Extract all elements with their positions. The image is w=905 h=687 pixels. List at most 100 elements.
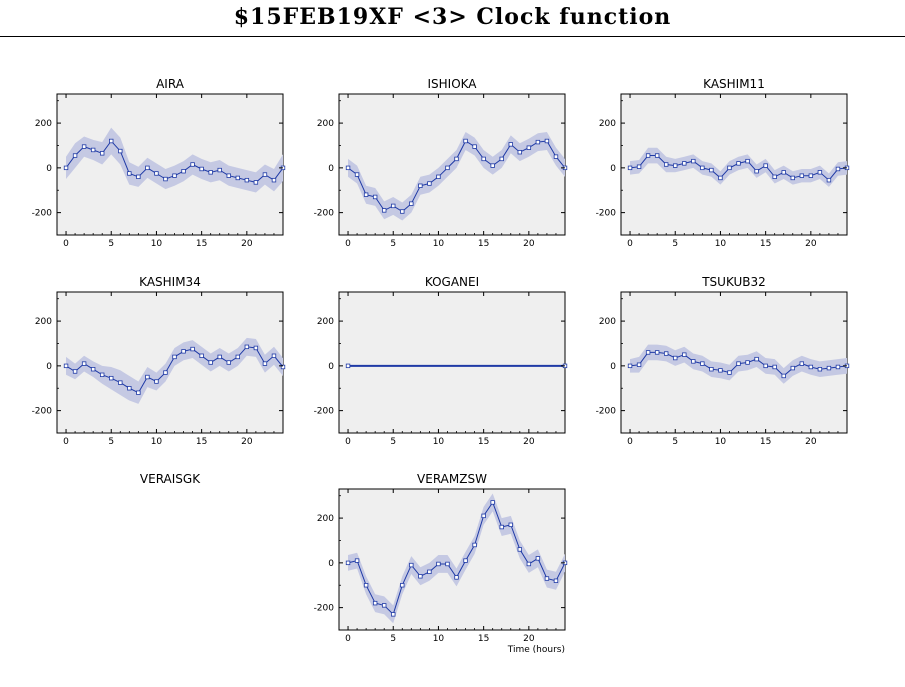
data-point [127, 386, 132, 391]
data-point [454, 156, 459, 162]
x-tick-label: 5 [108, 239, 114, 249]
x-tick-label: 15 [196, 239, 207, 249]
x-tick-label: 5 [390, 437, 396, 447]
data-point [81, 361, 87, 366]
data-point [253, 180, 259, 185]
data-point [535, 556, 541, 561]
data-point [808, 364, 814, 370]
data-point [271, 353, 277, 358]
data-point [526, 561, 532, 567]
x-tick-label: 5 [672, 437, 678, 447]
data-point [190, 162, 195, 167]
panel-tsukub32: TSUKUB32 0 5 10 15 20 -200 0 200 [596, 275, 850, 447]
data-point [781, 373, 786, 379]
data-point [199, 166, 204, 172]
panel-title-aira: AIRA [156, 77, 185, 91]
data-point [345, 165, 351, 171]
x-tick-label: 10 [433, 239, 445, 249]
data-point [745, 158, 750, 164]
x-tick-label: 20 [523, 437, 535, 447]
data-point [400, 583, 405, 588]
x-tick-label: 5 [390, 239, 396, 249]
panel-title-kashim11: KASHIM11 [703, 77, 765, 91]
data-point [472, 542, 477, 548]
x-tick-label: 5 [390, 634, 396, 644]
data-point [664, 351, 669, 356]
data-point [445, 165, 450, 171]
x-tick-label: 15 [478, 437, 489, 447]
data-point [172, 354, 177, 360]
panel-title-veraisgk: VERAISGK [140, 472, 201, 486]
data-point [345, 560, 351, 566]
title-rule [0, 36, 905, 37]
panel-kashim34: KASHIM34 0 5 10 15 20 -200 0 200 [32, 275, 286, 447]
data-point [544, 576, 550, 581]
data-point [381, 603, 387, 608]
data-point [700, 361, 705, 366]
data-point [709, 167, 714, 173]
data-point [427, 181, 432, 186]
data-point [673, 163, 678, 168]
data-point [682, 352, 687, 357]
data-point [418, 574, 423, 579]
data-point [154, 171, 159, 176]
x-tick-label: 20 [241, 239, 253, 249]
data-point [345, 363, 351, 369]
x-tick-label: 15 [196, 437, 207, 447]
data-point [427, 569, 432, 575]
plot-area [56, 93, 284, 236]
data-point [63, 363, 69, 369]
data-point [808, 173, 814, 178]
y-tick-label: 200 [317, 514, 334, 524]
y-tick-label: 0 [610, 164, 616, 174]
data-point [235, 175, 240, 181]
panel-title-koganei: KOGANEI [425, 275, 479, 289]
data-point [718, 175, 723, 181]
x-tick-label: 0 [63, 239, 69, 249]
data-point [109, 138, 114, 144]
x-tick-label: 10 [715, 239, 727, 249]
data-point [691, 359, 696, 364]
data-point [409, 201, 414, 206]
data-point [181, 349, 186, 354]
data-point [517, 149, 522, 155]
panel-koganei: KOGANEI 0 5 10 15 20 -200 0 200 [314, 275, 568, 447]
data-point [63, 165, 69, 171]
data-point [226, 360, 231, 365]
y-tick-label: -200 [32, 407, 53, 417]
x-tick-label: 0 [63, 437, 69, 447]
data-point [636, 362, 642, 367]
plot-area [338, 291, 566, 434]
data-point [636, 164, 642, 169]
data-point [664, 162, 669, 167]
data-point [454, 575, 459, 580]
y-tick-label: 0 [46, 362, 52, 372]
data-point [372, 600, 378, 606]
data-point [763, 163, 768, 168]
data-point [100, 151, 105, 156]
data-point [763, 363, 768, 369]
x-tick-label: 0 [627, 239, 633, 249]
data-point [645, 153, 651, 158]
x-tick-label: 5 [672, 239, 678, 249]
x-tick-label: 15 [760, 437, 771, 447]
data-point [544, 138, 550, 144]
data-point [627, 165, 633, 171]
data-point [208, 170, 213, 175]
data-point [163, 176, 168, 182]
data-point [772, 174, 777, 180]
y-tick-label: 200 [35, 317, 52, 327]
data-point [472, 144, 477, 149]
data-point [736, 361, 741, 366]
x-tick-label: 20 [805, 239, 817, 249]
data-point [400, 209, 405, 214]
data-point [253, 345, 259, 351]
data-point [673, 355, 678, 361]
data-point [654, 153, 660, 158]
data-point [727, 165, 732, 171]
y-tick-label: 0 [328, 164, 334, 174]
y-tick-label: -200 [314, 407, 335, 417]
x-tick-label: 0 [627, 437, 633, 447]
data-point [354, 558, 360, 563]
